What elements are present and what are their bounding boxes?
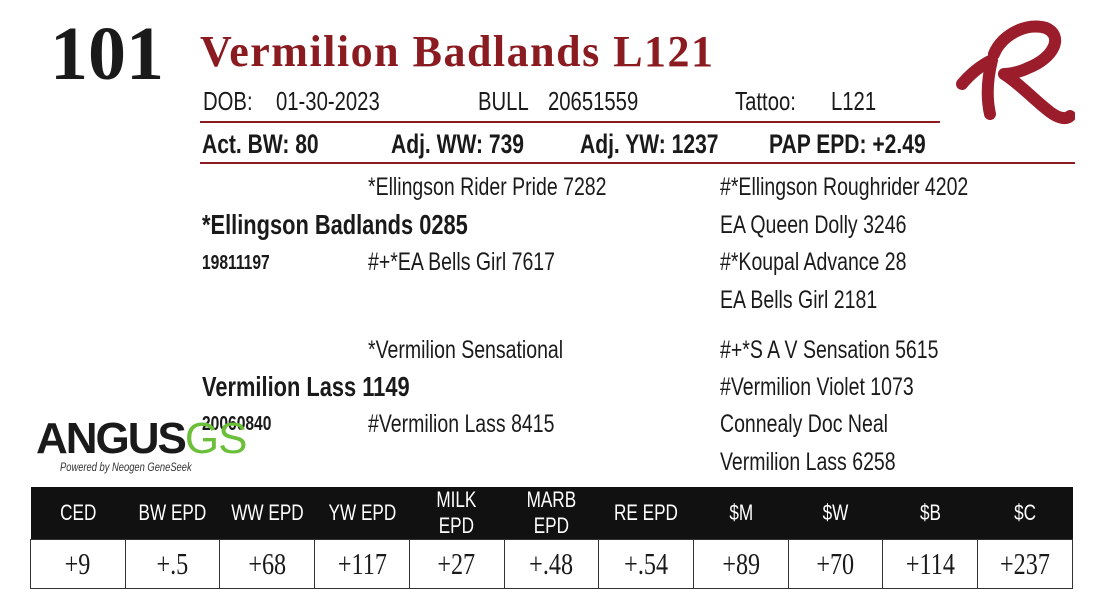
logo: ANGUSGS — [36, 414, 248, 463]
epd-value-cell: +237 — [977, 539, 1073, 589]
divider — [200, 162, 1075, 164]
epd-header-text: $M — [728, 500, 753, 525]
epd-value-cell: +89 — [693, 539, 789, 589]
epd-value-cell: +117 — [314, 539, 410, 589]
pedigree: #Vermilion Lass 8415 — [368, 410, 555, 438]
epd-value: +9 — [64, 546, 91, 581]
tattoo: L121 — [831, 86, 877, 116]
epd-header-cell: MILK EPD — [409, 487, 505, 540]
epd-header-text: MARB EPD — [526, 487, 577, 538]
sex: BULL — [478, 86, 529, 116]
epd-value-cell: +.5 — [124, 539, 221, 589]
epd-value-cell: +114 — [882, 539, 979, 589]
epd-header-cell: YW EPD — [314, 487, 410, 540]
epd-value: +.54 — [624, 546, 669, 581]
epd-values: +9 +.5 +68 +117 +27 +.48 +.54 +89 +70 +114 +237 — [30, 539, 1073, 589]
pedigree: EA Queen Dolly 3246 — [720, 211, 907, 239]
lot-number: 101 — [50, 12, 164, 96]
performance: PAP EPD: +2.49 — [769, 129, 926, 159]
performance: Act. BW: 80 — [202, 129, 319, 159]
pedigree: *Ellingson Rider Pride 7282 — [368, 173, 607, 201]
epd-value-cell: +27 — [408, 539, 505, 589]
registration: 20651559 — [548, 86, 639, 116]
epd-header-cell: BW EPD — [125, 487, 220, 540]
pedigree: *Vermilion Sensational — [368, 336, 564, 364]
pedigree: #*Ellingson Roughrider 4202 — [720, 173, 969, 201]
epd-header-text: $C — [1014, 500, 1037, 525]
dob-label: DOB: — [203, 86, 253, 116]
epd-value-cell: +68 — [219, 539, 316, 589]
epd-value-cell: +.48 — [503, 539, 600, 589]
divider — [200, 121, 940, 123]
animal-name: Vermilion Badlands L121 — [200, 27, 715, 76]
dob: 01-30-2023 — [276, 86, 380, 116]
epd-value: +.5 — [156, 546, 189, 581]
epd-header-cell: $W — [788, 487, 883, 540]
epd-header-text: YW EPD — [328, 500, 396, 525]
epd-header-text: RE EPD — [614, 500, 679, 525]
pedigree: EA Bells Girl 2181 — [720, 286, 878, 314]
brand-mark — [956, 20, 1075, 125]
performance: Adj. YW: 1237 — [580, 129, 719, 159]
epd-value: +27 — [437, 546, 476, 581]
sire: *Ellingson Badlands 0285 — [202, 209, 468, 240]
epd-header-text: $B — [919, 500, 941, 525]
epd-header: CED BW EPD WW EPD YW EPD MILK EPD MARB EPD RE … — [30, 487, 1073, 540]
epd-header-cell: $C — [977, 487, 1073, 540]
pedigree: Vermilion Lass 6258 — [720, 448, 896, 476]
epd-header-cell: $M — [693, 487, 789, 540]
pedigree: #+*EA Bells Girl 7617 — [368, 248, 555, 276]
epd-value-cell: +70 — [787, 539, 884, 589]
epd-value: +68 — [248, 546, 287, 581]
epd-header-text: $W — [822, 500, 849, 525]
performance: Adj. WW: 739 — [391, 129, 525, 159]
epd-header-text: CED — [59, 500, 96, 525]
sire-reg: 19811197 — [202, 252, 270, 274]
epd-header-text: BW EPD — [138, 500, 207, 525]
logo-text: ANGUS — [36, 414, 187, 463]
tattoo-label: Tattoo: — [735, 86, 796, 116]
pedigree: #+*S A V Sensation 5615 — [720, 336, 939, 364]
logo-tagline: Powered by Neogen GeneSeek — [60, 460, 192, 474]
epd-value-cell: +.54 — [598, 539, 695, 589]
epd-value: +237 — [1000, 546, 1051, 581]
pedigree: #Vermilion Violet 1073 — [720, 373, 914, 401]
logo-accent: GS — [184, 414, 248, 463]
epd-value: +89 — [721, 546, 760, 581]
dam: Vermilion Lass 1149 — [202, 371, 410, 402]
epd-header-cell: RE EPD — [598, 487, 694, 540]
epd-header-cell: MARB EPD — [504, 487, 599, 540]
epd-value: +117 — [337, 546, 387, 581]
epd-header-cell: WW EPD — [219, 487, 315, 540]
epd-value: +114 — [905, 546, 955, 581]
epd-header-cell: $B — [882, 487, 978, 540]
epd-value: +70 — [816, 546, 855, 581]
dam-reg: 20060840 — [202, 413, 272, 435]
epd-header-cell: CED — [30, 487, 126, 540]
epd-header-text: MILK EPD — [436, 487, 477, 538]
epd-value: +.48 — [529, 546, 574, 581]
pedigree: #*Koupal Advance 28 — [720, 248, 907, 276]
epd-value-cell: +9 — [30, 539, 126, 589]
epd-table: CED BW EPD WW EPD YW EPD MILK EPD MARB EPD RE … — [30, 487, 1073, 589]
pedigree: Connealy Doc Neal — [720, 410, 889, 438]
epd-header-text: WW EPD — [231, 500, 304, 525]
